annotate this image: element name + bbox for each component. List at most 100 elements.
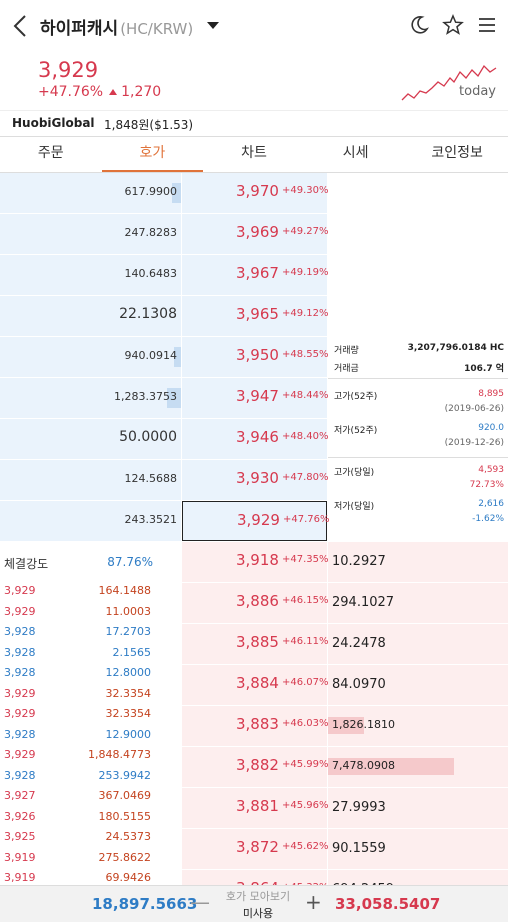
ask-row[interactable]: 140.6483 3,967 +49.19%: [0, 255, 508, 296]
tab-orderbook[interactable]: 호가: [101, 136, 204, 172]
trade-price: 3,929: [4, 707, 36, 720]
high52-date: (2019-06-26): [444, 404, 504, 414]
ask-row[interactable]: 50.0000 3,946 +48.40%: [0, 419, 508, 460]
ask-price-cell[interactable]: 3,950 +48.55%: [182, 337, 329, 378]
ask-price: 3,967: [236, 264, 279, 282]
ask-price-cell[interactable]: 3,930 +47.80%: [182, 460, 329, 501]
ask-row[interactable]: 243.3521 3,929 +47.76%: [0, 501, 508, 542]
menu-icon[interactable]: [476, 14, 498, 36]
bid-qty-cell: 84.0970: [328, 665, 508, 705]
ask-row[interactable]: 124.5688 3,930 +47.80%: [0, 460, 508, 501]
ask-row[interactable]: 617.9900 3,970 +49.30%: [0, 173, 508, 214]
ask-price-cell[interactable]: 3,946 +48.40%: [182, 419, 329, 460]
bid-total: 33,058.5407: [335, 895, 441, 913]
ask-qty: 1,283.3753: [114, 390, 177, 403]
caret-down-icon[interactable]: [207, 22, 219, 29]
ask-price: 3,946: [236, 428, 279, 446]
bid-qty-cell: 27.9993: [328, 788, 508, 828]
bid-qty-cell: 90.1559: [328, 829, 508, 869]
ask-qty-cell: 140.6483: [0, 255, 181, 296]
tab-order[interactable]: 주문: [37, 145, 64, 161]
bid-price-cell[interactable]: 3,872 +45.62%: [182, 829, 329, 870]
trade-price: 3,928: [4, 768, 36, 782]
back-icon[interactable]: [12, 14, 28, 38]
tab-chart[interactable]: 차트: [241, 145, 267, 161]
ask-price: 3,970: [236, 182, 279, 200]
ask-row[interactable]: 247.8283 3,969 +49.27%: [0, 214, 508, 255]
ask-row[interactable]: 1,283.3753 3,947 +48.44%: [0, 378, 508, 419]
plus-button[interactable]: +: [305, 890, 322, 914]
amount-value: 106.7 억: [464, 364, 504, 374]
bid-price-cell[interactable]: 3,886 +46.15%: [182, 583, 329, 624]
ask-qty-bar: [173, 347, 181, 367]
ask-price-cell[interactable]: 3,970 +49.30%: [182, 173, 329, 214]
exchange-price: 1,848원($1.53): [104, 118, 194, 132]
bid-pct: +47.35%: [282, 554, 329, 565]
amount-label: 거래금: [334, 364, 359, 374]
lowday-label: 저가(당일): [334, 502, 375, 512]
bid-row[interactable]: 3,882 +45.99% 7,478.0908: [0, 747, 508, 788]
minus-button[interactable]: —: [190, 890, 210, 914]
bid-qty: 90.1559: [332, 841, 386, 856]
ask-price: 3,965: [236, 305, 279, 323]
ask-price-cell[interactable]: 3,947 +48.44%: [182, 378, 329, 419]
ask-pct: +48.55%: [282, 349, 329, 360]
ask-price-cell[interactable]: 3,969 +49.27%: [182, 214, 329, 255]
ask-price-cell[interactable]: 3,965 +49.12%: [182, 296, 329, 337]
moon-icon[interactable]: [408, 14, 430, 36]
tab-market[interactable]: 시세: [342, 145, 369, 161]
bid-row[interactable]: 3,864+45.32%694.2459: [0, 870, 508, 885]
ask-price-cell[interactable]: 3,967 +49.19%: [182, 255, 329, 296]
bid-price-cell[interactable]: 3,864+45.32%: [182, 870, 329, 885]
trade-row: 3,928 2.1565: [0, 644, 181, 662]
bid-row[interactable]: 3,918 +47.35% 10.2927: [0, 542, 508, 583]
ask-qty-bar: [166, 388, 181, 408]
ask-qty: 50.0000: [119, 429, 177, 445]
bid-row[interactable]: 3,881 +45.96% 27.9993: [0, 788, 508, 829]
bid-price-cell[interactable]: 3,883 +46.03%: [182, 706, 329, 747]
trade-qty: 24.5373: [105, 830, 152, 843]
exchange-name: HuobiGlobal: [12, 116, 95, 130]
group-toggle[interactable]: 미사용: [242, 907, 274, 920]
ask-price: 3,929: [237, 511, 280, 529]
bid-pct: +45.62%: [282, 841, 329, 852]
trade-row: 3,929 11.0003: [0, 603, 181, 621]
trade-price: 3,929: [4, 584, 36, 597]
trade-price: 3,928: [4, 727, 36, 741]
coin-title[interactable]: 하이퍼캐시 (HC/KRW): [40, 14, 193, 39]
bid-qty: 24.2478: [332, 636, 386, 651]
ask-qty: 617.9900: [124, 185, 178, 198]
bid-row[interactable]: 3,872 +45.62% 90.1559: [0, 829, 508, 870]
ask-qty-cell: 50.0000: [0, 419, 181, 460]
bid-price-cell[interactable]: 3,918 +47.35%: [182, 542, 329, 583]
low52-value: 920.0: [478, 423, 504, 433]
star-icon[interactable]: [442, 14, 464, 36]
bid-row[interactable]: 3,884 +46.07% 84.0970: [0, 665, 508, 706]
bid-price-cell[interactable]: 3,885 +46.11%: [182, 624, 329, 665]
trade-qty: 2.1565: [112, 645, 152, 659]
ask-row[interactable]: 940.0914 3,950 +48.55%: [0, 337, 508, 378]
bid-row[interactable]: 3,883 +46.03% 1,826.1810: [0, 706, 508, 747]
ask-total: 18,897.5663: [92, 895, 198, 913]
bid-pct: +45.96%: [282, 800, 329, 811]
trade-row: 3,927 367.0469: [0, 787, 181, 805]
bid-price-cell[interactable]: 3,882 +45.99%: [182, 747, 329, 788]
lowday-pct: -1.62%: [472, 514, 504, 524]
lowday-value: 2,616: [478, 499, 504, 509]
bid-qty: 294.1027: [332, 595, 395, 610]
tab-coin-info[interactable]: 코인정보: [431, 145, 483, 161]
trade-row: 3,929 1,848.4773: [0, 746, 181, 764]
strength-value: 87.76%: [107, 555, 153, 569]
ask-pct: +47.80%: [282, 472, 329, 483]
highday-label: 고가(당일): [334, 468, 375, 478]
bid-row[interactable]: 3,886 +46.15% 294.1027: [0, 583, 508, 624]
ask-pct: +49.19%: [282, 267, 329, 278]
bid-price-cell[interactable]: 3,884 +46.07%: [182, 665, 329, 706]
bid-price-cell[interactable]: 3,881 +45.96%: [182, 788, 329, 829]
ask-row[interactable]: 22.1308 3,965 +49.12%: [0, 296, 508, 337]
bid-price: 3,886: [236, 592, 279, 610]
bid-qty: 27.9993: [332, 800, 386, 815]
ask-qty-cell: 22.1308: [0, 296, 181, 337]
bid-row[interactable]: 3,885 +46.11% 24.2478: [0, 624, 508, 665]
ask-price-cell[interactable]: 3,929 +47.76%: [182, 501, 330, 541]
